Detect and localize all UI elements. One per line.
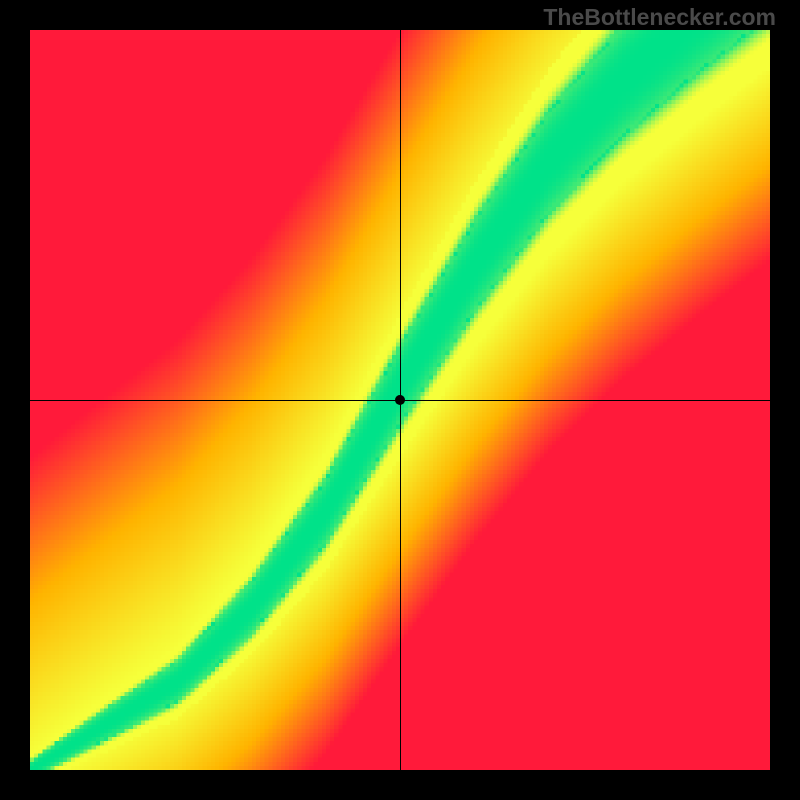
watermark-text: TheBottlenecker.com (543, 4, 776, 31)
crosshair-overlay (30, 30, 770, 770)
chart-frame: TheBottlenecker.com (0, 0, 800, 800)
